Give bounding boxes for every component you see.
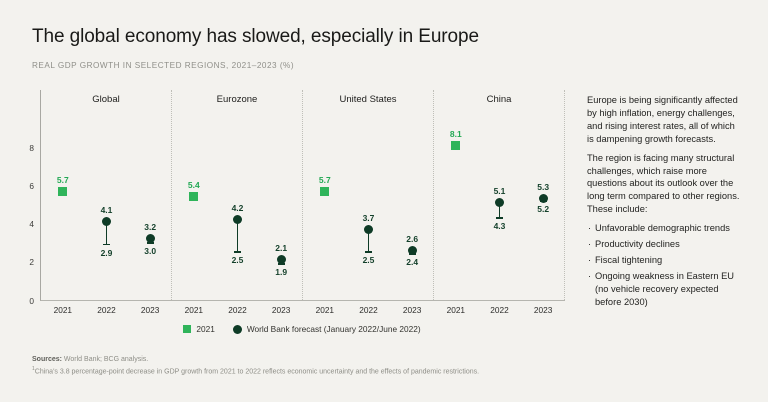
x-axis-year-label: 2023	[402, 305, 422, 315]
actual-2021-value-label: 8.1	[449, 128, 462, 139]
page-title: The global economy has slowed, especiall…	[32, 26, 479, 47]
x-axis-year-label: 2022	[490, 305, 509, 315]
forecast-january-value-label: 3.7	[362, 212, 375, 223]
bullet-item: Fiscal tightening	[587, 254, 741, 267]
y-axis-tick-label: 0	[29, 295, 34, 306]
forecast-june-value-label: 2.9	[100, 247, 113, 258]
legend-item: World Bank forecast (January 2022/June 2…	[232, 324, 421, 334]
forecast-stem	[498, 202, 501, 218]
forecast-june-tick	[103, 243, 110, 246]
sources-line: Sources: World Bank; BCG analysis.	[32, 355, 732, 365]
footnote-mark: 1	[32, 365, 35, 372]
x-axis-year-label: 2023	[140, 305, 160, 315]
forecast-june-value-label: 2.4	[406, 257, 419, 268]
forecast-january-value-label: 2.6	[406, 233, 419, 244]
forecast-january-value-label: 4.1	[100, 205, 113, 216]
chart-subtitle: REAL GDP GROWTH IN SELECTED REGIONS, 202…	[32, 61, 295, 70]
legend-square-swatch	[183, 325, 192, 333]
actual-2021-value-label: 5.4	[187, 180, 200, 191]
forecast-january-marker	[364, 224, 373, 234]
forecast-january-value-label: 5.3	[537, 182, 550, 193]
forecast-january-value-label: 4.2	[231, 203, 244, 214]
forecast-stem	[236, 219, 239, 253]
forecast-january-marker	[407, 245, 417, 255]
forecast-june-tick	[365, 251, 372, 254]
commentary-paragraph: Europe is being significantly affected b…	[587, 95, 738, 144]
panel-global: Global	[41, 90, 172, 300]
forecast-june-value-label: 2.5	[231, 255, 244, 266]
forecast-january-marker	[102, 217, 111, 227]
panel-united-states: United States	[303, 90, 434, 300]
actual-2021-marker-china	[451, 140, 461, 150]
footnote-text: China's 3.8 percentage-point decrease in…	[34, 367, 480, 375]
actual-2021-value-label: 5.7	[318, 174, 331, 185]
forecast-january-value-label: 2.1	[275, 243, 288, 254]
x-axis-year-label: 2022	[97, 305, 116, 315]
legend-item: 2021	[183, 324, 215, 334]
x-axis-year-label: 2022	[359, 305, 378, 315]
actual-2021-marker-united-states	[320, 186, 330, 196]
bullet-item: Productivity declines	[587, 238, 741, 251]
forecast-january-marker	[276, 255, 286, 265]
forecast-january-marker	[233, 215, 242, 225]
x-axis-year-label: 2023	[271, 305, 291, 315]
bullet-item: Ongoing weakness in Eastern EU (no vehic…	[587, 270, 741, 309]
panel-title-eurozone: Eurozone	[216, 94, 258, 105]
y-axis-tick-label: 4	[29, 219, 34, 230]
panel-china: China	[434, 90, 565, 300]
panel-title-global: Global	[92, 94, 120, 105]
bullet-item: Unfavorable demographic trends	[587, 222, 741, 235]
y-axis-tick-label: 2	[29, 257, 34, 268]
forecast-june-value-label: 3.0	[144, 245, 157, 256]
forecast-january-marker	[145, 234, 155, 244]
panel-title-united-states: United States	[339, 94, 397, 105]
legend-label: 2021	[196, 324, 215, 334]
x-axis-year-label: 2021	[446, 305, 466, 315]
legend-label: World Bank forecast (January 2022/June 2…	[246, 324, 421, 334]
commentary-paragraph: The region is facing many structural cha…	[587, 152, 740, 215]
forecast-january-value-label: 3.2	[144, 222, 157, 233]
sources-text: World Bank; BCG analysis.	[63, 356, 149, 363]
forecast-january-marker	[538, 194, 548, 204]
footnote-line: 1China's 3.8 percentage-point decrease i…	[32, 365, 732, 377]
panel-eurozone: Eurozone	[172, 90, 303, 300]
panel-title-china: China	[486, 94, 512, 105]
legend-circle-swatch	[232, 324, 242, 334]
actual-2021-value-label: 5.7	[56, 174, 69, 185]
forecast-june-value-label: 4.3	[493, 220, 506, 231]
commentary-bullet-list: Unfavorable demographic trends Productiv…	[587, 222, 741, 308]
x-axis-year-label: 2021	[315, 305, 335, 315]
chart-legend: 2021 World Bank forecast (January 2022/Ju…	[40, 324, 564, 334]
forecast-january-marker	[495, 198, 504, 208]
x-axis-year-label: 2023	[533, 305, 553, 315]
footer: Sources: World Bank; BCG analysis. 1Chin…	[32, 355, 732, 376]
forecast-june-value-label: 2.5	[362, 255, 375, 266]
actual-2021-marker-global	[58, 186, 68, 196]
y-axis-tick-label: 6	[29, 180, 34, 191]
commentary-panel: Europe is being significantly affected b…	[587, 94, 741, 312]
forecast-june-tick	[496, 217, 503, 219]
forecast-stem	[105, 221, 108, 245]
sources-label: Sources:	[32, 356, 62, 363]
x-axis-year-label: 2021	[184, 305, 204, 315]
x-axis-year-label: 2021	[53, 305, 73, 315]
chart-area: 0 2 4 6 8 Global 2021 5.7 2022 4.1 2.9 2023 3.2 3.0 Eu…	[29, 90, 565, 315]
forecast-june-tick	[234, 251, 241, 254]
forecast-june-value-label: 5.2	[537, 203, 550, 214]
forecast-june-value-label: 1.9	[275, 266, 288, 277]
forecast-january-value-label: 5.1	[493, 186, 506, 197]
x-axis-year-label: 2022	[228, 305, 247, 315]
forecast-stem	[367, 229, 370, 253]
actual-2021-marker-eurozone	[189, 192, 199, 202]
y-axis-tick-label: 8	[29, 142, 34, 153]
